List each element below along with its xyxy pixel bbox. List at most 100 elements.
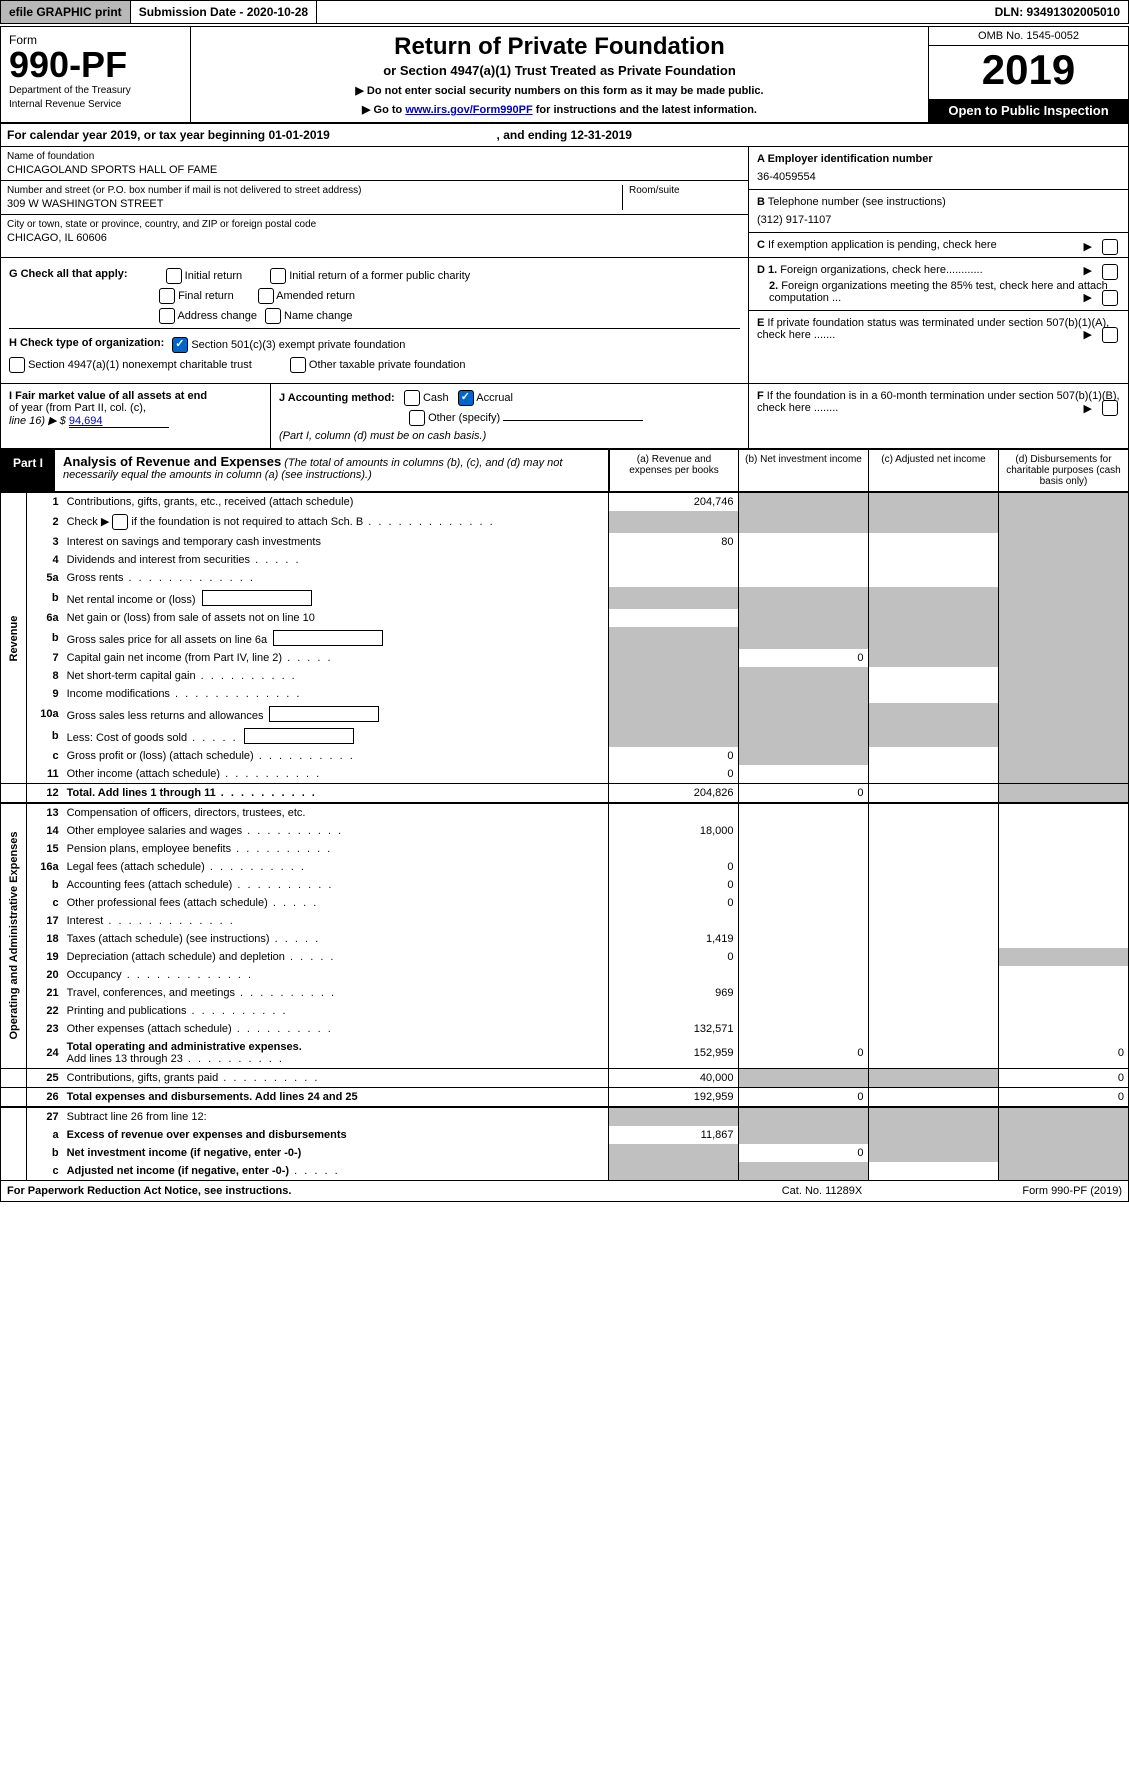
line-13: Operating and Administrative Expenses 13… (1, 803, 1128, 822)
name-change-cb[interactable] (265, 308, 281, 324)
col-d-header: (d) Disbursements for charitable purpose… (998, 450, 1128, 491)
info-side: A Employer identification number 36-4059… (748, 147, 1128, 257)
line-21: 21 Travel, conferences, and meetings 969 (1, 984, 1128, 1002)
initial-former-cb[interactable] (270, 268, 286, 284)
line-20: 20 Occupancy (1, 966, 1128, 984)
line-10c: c Gross profit or (loss) (attach schedul… (1, 747, 1128, 765)
section-i: I Fair market value of all assets at end… (1, 384, 271, 448)
line-22: 22 Printing and publications (1, 1002, 1128, 1020)
info-block: Name of foundation CHICAGOLAND SPORTS HA… (1, 147, 1128, 258)
form-title: Return of Private Foundation (197, 33, 922, 61)
line-27c: c Adjusted net income (if negative, ente… (1, 1162, 1128, 1180)
line-18: 18 Taxes (attach schedule) (see instruct… (1, 930, 1128, 948)
cash-cb[interactable] (404, 390, 420, 406)
line-15: 15 Pension plans, employee benefits (1, 840, 1128, 858)
instruction-1: ▶ Do not enter social security numbers o… (197, 84, 922, 97)
line-6b: b Gross sales price for all assets on li… (1, 627, 1128, 649)
line-5b: b Net rental income or (loss) (1, 587, 1128, 609)
ijf-block: I Fair market value of all assets at end… (1, 384, 1128, 448)
line-4: 4 Dividends and interest from securities (1, 551, 1128, 569)
room-suite-label: Room/suite (629, 185, 742, 196)
section-g: G Check all that apply: Initial return I… (9, 268, 740, 324)
line-27b: b Net investment income (if negative, en… (1, 1144, 1128, 1162)
line-11: 11 Other income (attach schedule) 0 (1, 765, 1128, 784)
exemption-pending-row: C If exemption application is pending, c… (749, 233, 1128, 257)
line-9: 9 Income modifications (1, 685, 1128, 703)
line-25: 25 Contributions, gifts, grants paid 40,… (1, 1069, 1128, 1088)
address-change-cb[interactable] (159, 308, 175, 324)
part-1-header: Part I Analysis of Revenue and Expenses … (1, 448, 1128, 493)
ein-value: 36-4059554 (757, 171, 1120, 183)
sch-b-checkbox[interactable] (112, 514, 128, 530)
part-1-table: Revenue 1 Contributions, gifts, grants, … (1, 493, 1128, 1180)
street-address: 309 W WASHINGTON STREET (7, 198, 622, 210)
amended-return-cb[interactable] (258, 288, 274, 304)
city-state-zip: CHICAGO, IL 60606 (7, 232, 742, 244)
submission-date: Submission Date - 2020-10-28 (130, 1, 317, 23)
opex-section-label: Operating and Administrative Expenses (1, 803, 27, 1069)
other-taxable-cb[interactable] (290, 357, 306, 373)
d1-checkbox[interactable] (1102, 264, 1118, 280)
city-row: City or town, state or province, country… (1, 215, 748, 248)
col-b-header: (b) Net investment income (738, 450, 868, 491)
calendar-year-row: For calendar year 2019, or tax year begi… (1, 124, 1128, 147)
e-checkbox[interactable] (1102, 327, 1118, 343)
ghi-left: G Check all that apply: Initial return I… (1, 258, 748, 383)
instruction-2: ▶ Go to www.irs.gov/Form990PF for instru… (197, 103, 922, 116)
form-header: Form 990-PF Department of the Treasury I… (1, 27, 1128, 124)
info-main: Name of foundation CHICAGOLAND SPORTS HA… (1, 147, 748, 257)
s501c3-cb[interactable] (172, 337, 188, 353)
section-j: J Accounting method: Cash Accrual Other … (271, 384, 748, 448)
revenue-section-label: Revenue (1, 493, 27, 784)
dln-label: DLN: 93491302005010 (987, 1, 1128, 23)
d2-checkbox[interactable] (1102, 290, 1118, 306)
header-right: OMB No. 1545-0052 2019 Open to Public In… (928, 27, 1128, 122)
s4947-cb[interactable] (9, 357, 25, 373)
line-5a: 5a Gross rents (1, 569, 1128, 587)
line-16c: c Other professional fees (attach schedu… (1, 894, 1128, 912)
fmv-value[interactable]: 94,694 (69, 415, 169, 428)
line-2: 2 Check ▶ if the foundation is not requi… (1, 511, 1128, 533)
section-h: H Check type of organization: Section 50… (9, 328, 740, 373)
paperwork-notice: For Paperwork Reduction Act Notice, see … (7, 1185, 722, 1197)
header-left: Form 990-PF Department of the Treasury I… (1, 27, 191, 122)
line-27a: a Excess of revenue over expenses and di… (1, 1126, 1128, 1144)
line-8: 8 Net short-term capital gain (1, 667, 1128, 685)
exemption-checkbox[interactable] (1102, 239, 1118, 255)
form-footer: Form 990-PF (2019) (922, 1185, 1122, 1197)
form-document: Form 990-PF Department of the Treasury I… (0, 26, 1129, 1202)
line-17: 17 Interest (1, 912, 1128, 930)
line-3: 3 Interest on savings and temporary cash… (1, 533, 1128, 551)
final-return-cb[interactable] (159, 288, 175, 304)
line-12: 12 Total. Add lines 1 through 11 204,826… (1, 784, 1128, 804)
tax-year: 2019 (929, 46, 1128, 99)
form-subtitle: or Section 4947(a)(1) Trust Treated as P… (197, 63, 922, 78)
foundation-name: CHICAGOLAND SPORTS HALL OF FAME (7, 164, 742, 176)
telephone-row: B Telephone number (see instructions) (3… (749, 190, 1128, 233)
page-footer: For Paperwork Reduction Act Notice, see … (1, 1180, 1128, 1201)
accrual-cb[interactable] (458, 390, 474, 406)
instructions-link[interactable]: www.irs.gov/Form990PF (405, 104, 532, 116)
section-d: D 1. Foreign organizations, check here..… (749, 258, 1128, 311)
initial-return-cb[interactable] (166, 268, 182, 284)
ghi-block: G Check all that apply: Initial return I… (1, 258, 1128, 384)
line-23: 23 Other expenses (attach schedule) 132,… (1, 1020, 1128, 1038)
f-checkbox[interactable] (1102, 400, 1118, 416)
efile-label: efile GRAPHIC print (1, 1, 130, 23)
line-1: Revenue 1 Contributions, gifts, grants, … (1, 493, 1128, 511)
line-27: 27 Subtract line 26 from line 12: (1, 1107, 1128, 1126)
other-method-cb[interactable] (409, 410, 425, 426)
line-16a: 16a Legal fees (attach schedule) 0 (1, 858, 1128, 876)
part-1-label: Part I (1, 450, 55, 491)
part-1-title: Analysis of Revenue and Expenses (The to… (55, 450, 608, 491)
section-e: E If private foundation status was termi… (749, 311, 1128, 347)
top-bar: efile GRAPHIC print Submission Date - 20… (0, 0, 1129, 24)
col-a-header: (a) Revenue and expenses per books (608, 450, 738, 491)
col-c-header: (c) Adjusted net income (868, 450, 998, 491)
line-10b: b Less: Cost of goods sold (1, 725, 1128, 747)
foundation-name-row: Name of foundation CHICAGOLAND SPORTS HA… (1, 147, 748, 181)
line-14: 14 Other employee salaries and wages 18,… (1, 822, 1128, 840)
dept-irs: Internal Revenue Service (9, 99, 182, 111)
line-26: 26 Total expenses and disbursements. Add… (1, 1088, 1128, 1108)
section-f: F If the foundation is in a 60-month ter… (748, 384, 1128, 448)
